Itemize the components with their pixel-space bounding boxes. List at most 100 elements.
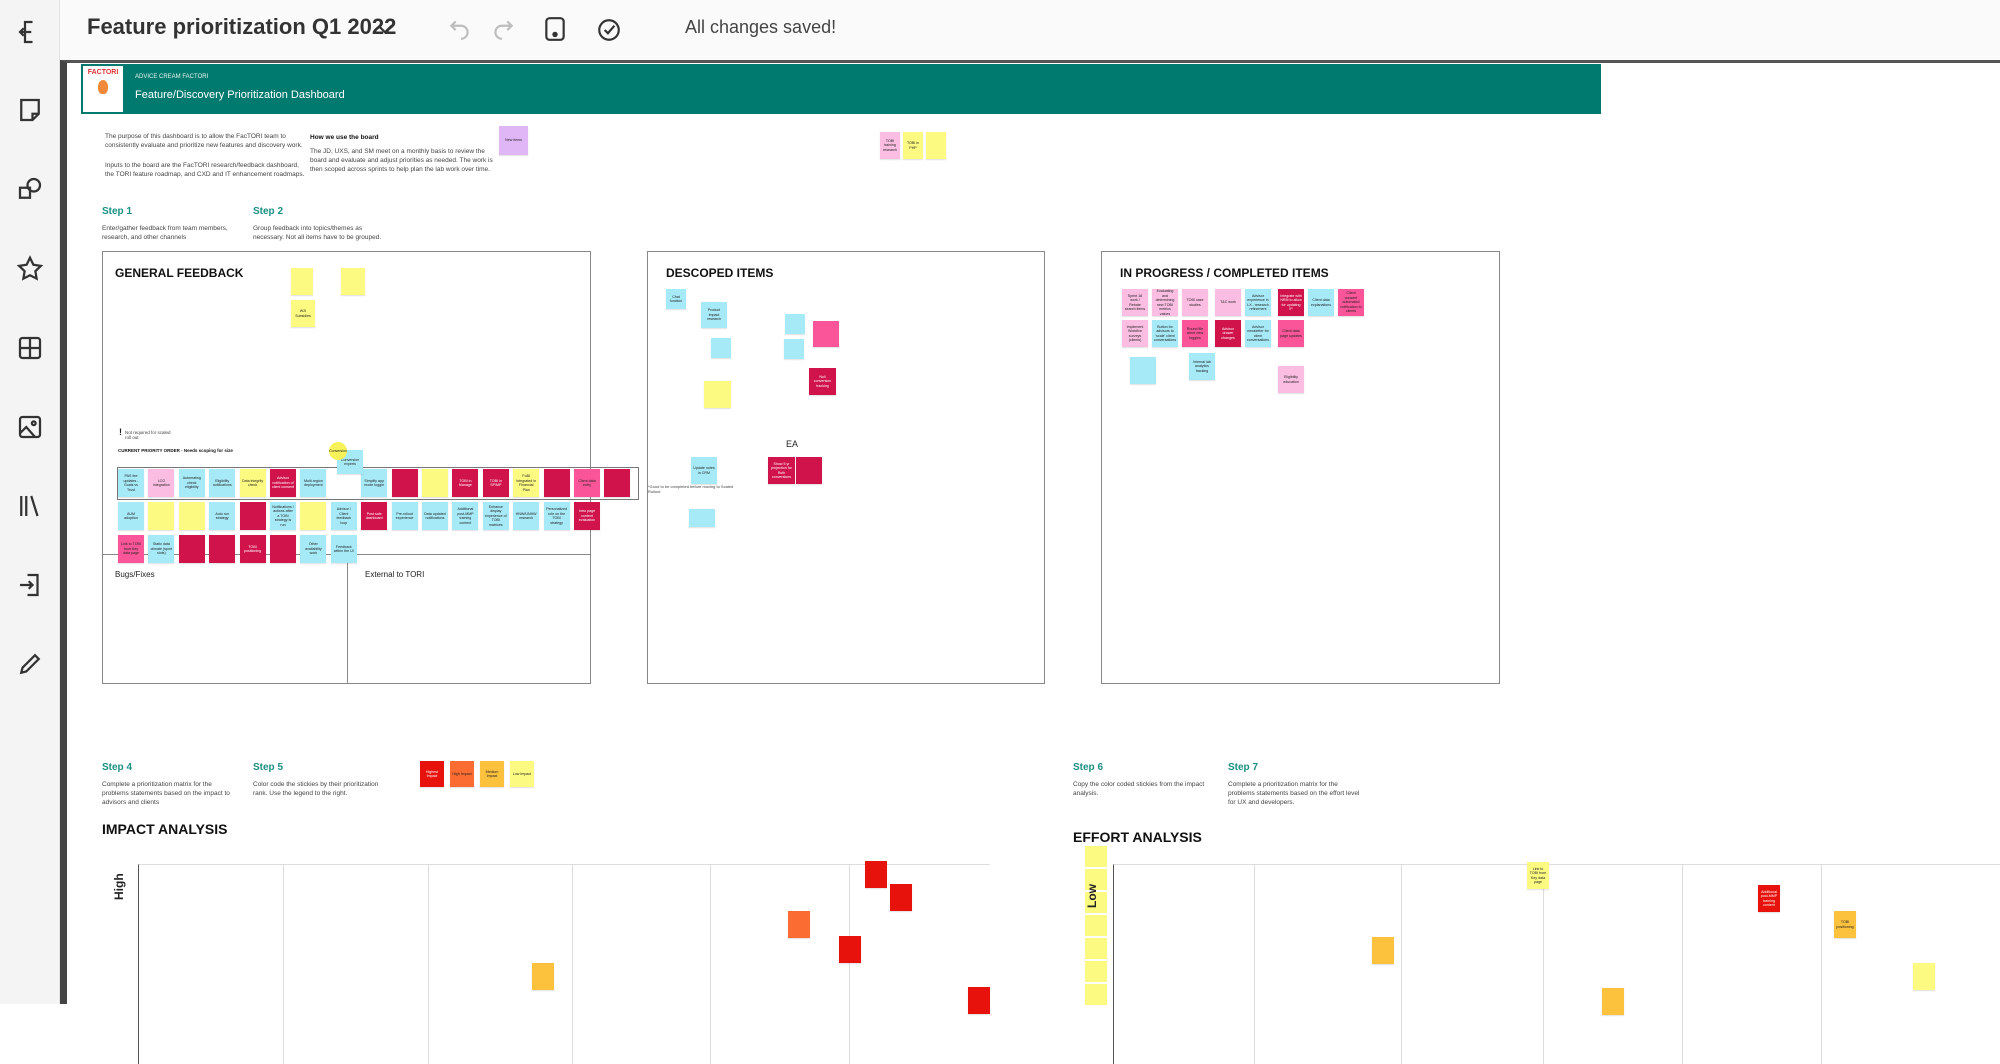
sticky-note[interactable]: Client data page updates [1278,320,1304,347]
sticky-note[interactable] [796,457,822,484]
table-tool[interactable] [8,326,52,370]
priority-sticky[interactable] [543,469,570,497]
priority-sticky[interactable]: Link to TOBI from Key data page [118,535,144,563]
priority-sticky[interactable] [604,469,631,497]
priority-sticky[interactable]: Feedback within the UI [330,535,357,563]
sticky-note[interactable] [813,321,839,347]
legend-sticky[interactable]: High Impact [450,761,474,787]
priority-sticky[interactable]: PAS fee updates - Goals vs Trust [118,469,144,497]
priority-sticky[interactable]: Simplify app mode toggle [361,469,388,497]
sticky-note[interactable]: Round file client view toggles [1182,320,1208,347]
sticky-note[interactable]: Integrate with NRM to allow for updating… [1278,289,1304,316]
sticky-note[interactable] [788,911,810,938]
import-tool[interactable] [8,563,52,607]
sticky-note[interactable]: Advisor experience in LX - research refi… [1245,289,1271,316]
sticky-note[interactable] [785,314,805,334]
conversion-dot[interactable]: Conversion [329,442,347,460]
priority-sticky[interactable]: TOBI in Manage [452,469,479,497]
priority-sticky[interactable]: Post sale dashboard [361,502,388,530]
sticky-note[interactable] [1372,937,1394,964]
sticky-note[interactable]: W2I Subsidies [291,300,315,327]
priority-sticky[interactable]: Multi-region deployment [300,469,327,497]
sticky-note[interactable]: Link to TOBI from Key data page [1527,862,1549,889]
legend-sticky[interactable]: Low Impact [510,761,534,787]
priority-sticky[interactable]: Eligibility notifications [209,469,236,497]
board-title[interactable]: Feature prioritization Q1 2022 [87,14,397,39]
priority-sticky[interactable]: Automating check eligibility [178,469,205,497]
sticky-note[interactable]: Null conversion tracking [809,368,836,395]
legend-sticky[interactable]: Medium Impact [480,761,504,787]
redo-icon[interactable] [488,14,518,44]
priority-sticky[interactable] [148,502,175,530]
sticky-note[interactable] [704,381,731,408]
priority-sticky[interactable]: LCO integration [148,469,175,497]
sticky-note[interactable]: Show 5 yr projection for Roth conversion… [768,457,795,484]
priority-sticky[interactable]: Static data climate (sport slots) [148,535,175,563]
pen-tool[interactable] [8,642,52,686]
sticky-note[interactable] [890,884,912,911]
effort-scale-sticky[interactable] [1085,961,1107,982]
priority-sticky[interactable]: Notifications / actions after a TOBI str… [270,502,296,530]
whiteboard-canvas[interactable]: FACTORI ADVICE CREAM FACTORI Feature/Dis… [60,60,2000,1064]
sticky-note[interactable] [1913,963,1935,990]
priority-sticky[interactable] [178,502,205,530]
sticky-note[interactable] [1602,988,1624,1015]
sticky-note[interactable]: Evaluating and determining new TOBI metr… [1152,289,1178,316]
priority-sticky[interactable]: AUM adoption [118,502,144,530]
effort-scale-sticky[interactable] [1085,892,1107,913]
sticky-note[interactable] [784,339,804,359]
new-items-sticky[interactable]: New items [499,126,528,155]
sticky-note[interactable]: Additional post-MMP training content [1758,885,1780,912]
sticky-note[interactable]: Internal lab analytics tracking [1189,353,1215,380]
sticky-note[interactable] [291,268,313,295]
sticky-note[interactable]: Product impact research [701,302,727,328]
priority-sticky[interactable]: Advisor / Client feedback loop [330,502,357,530]
priority-sticky[interactable] [239,502,266,530]
effort-scale-sticky[interactable] [1085,984,1107,1005]
priority-sticky[interactable]: Data integrity check [239,469,266,497]
priority-sticky[interactable] [178,535,205,563]
sticky-note[interactable]: Button for advisors to 'scale' client co… [1152,320,1178,347]
library-tool[interactable] [8,484,52,528]
sticky-note[interactable]: T&C work [1215,289,1241,316]
priority-sticky[interactable]: TOBI positioning [239,535,266,563]
priority-sticky[interactable]: Enhance display experience of TOBI matri… [482,502,509,530]
sticky-note[interactable] [1130,357,1156,384]
priority-sticky[interactable]: Additional post-MMP training content [452,502,479,530]
priority-sticky[interactable]: TOBI in SP/MP [482,469,509,497]
sticky-note[interactable] [865,861,887,888]
sticky-note[interactable]: Chat function [666,289,686,309]
sticky-note[interactable] [689,509,715,527]
priority-sticky[interactable] [422,469,448,497]
priority-sticky[interactable] [391,469,418,497]
priority-sticky[interactable]: FoBI integrated in Financial Plan [513,469,540,497]
title-menu-chevron-icon[interactable] [370,14,400,44]
priority-sticky[interactable]: Auto run strategy [209,502,236,530]
undo-icon[interactable] [445,14,475,44]
priority-sticky[interactable]: Client data entry [574,469,600,497]
sticky-note[interactable] [532,963,554,990]
sticky-note[interactable]: TOBI positioning [1834,911,1856,938]
sticky-note-tool[interactable] [8,88,52,132]
priority-sticky[interactable]: Data updated notifications [422,502,448,530]
priority-sticky[interactable] [270,535,296,563]
sticky-note[interactable]: Advisor newsletter for client conversati… [1245,320,1271,347]
sticky-note[interactable] [711,338,731,358]
priority-sticky[interactable] [300,502,327,530]
sticky-note[interactable] [926,132,946,159]
priority-sticky[interactable]: Pre-rollout experience [391,502,418,530]
sticky-note[interactable] [968,987,990,1014]
sticky-note[interactable]: Advisor drawer changes [1215,320,1241,347]
priority-sticky[interactable]: HNW/UNHW research [513,502,540,530]
effort-scale-sticky[interactable] [1085,915,1107,936]
legend-sticky[interactable]: Highest Impact [420,761,444,787]
priority-sticky[interactable]: Intro page content evaluation [574,502,600,530]
sticky-note[interactable]: TOBI case studies [1182,289,1208,316]
sticky-note[interactable]: Implement Workfive surveys (clients) [1122,320,1148,347]
sticky-note[interactable]: Update notes in CRM [691,457,717,484]
sticky-note[interactable]: Eligibility education [1278,366,1304,393]
sticky-note[interactable]: TOBI training research [880,132,900,159]
shapes-tool[interactable] [8,167,52,211]
priority-sticky[interactable] [209,535,236,563]
sticky-note[interactable] [839,936,861,963]
